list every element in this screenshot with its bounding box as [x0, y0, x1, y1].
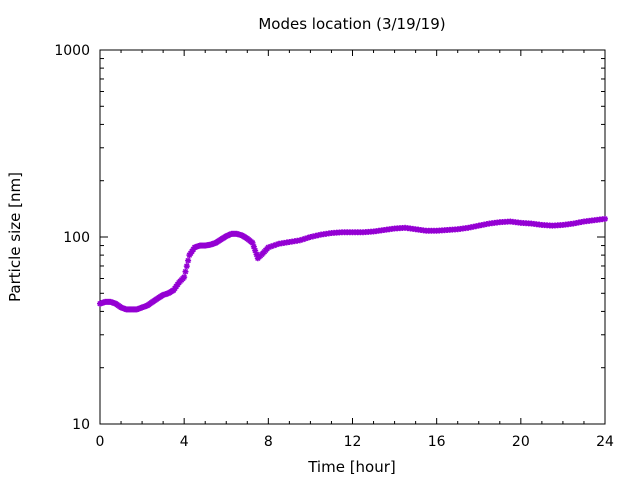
- y-tick-label: 10: [72, 417, 90, 433]
- x-axis: 0 4 8 12 16 20 24: [96, 50, 614, 450]
- x-tick-label: 12: [344, 434, 362, 450]
- data-point: [602, 215, 608, 222]
- y-axis-label: Particle size [nm]: [6, 172, 24, 302]
- data-point: [181, 274, 188, 281]
- x-tick-label: 16: [428, 434, 446, 450]
- x-tick-label: 8: [264, 434, 273, 450]
- y-tick-label: 100: [63, 230, 90, 246]
- x-tick-label: 20: [512, 434, 530, 450]
- data-point: [183, 263, 190, 270]
- plot-frame: [99, 49, 606, 425]
- x-tick-label: 0: [96, 434, 105, 450]
- chart-title: Modes location (3/19/19): [258, 15, 445, 33]
- data-point: [182, 268, 189, 275]
- x-tick-label: 24: [596, 434, 614, 450]
- data-point: [185, 257, 192, 264]
- x-tick-label: 4: [180, 434, 189, 450]
- y-axis: 10 100 1000: [54, 43, 605, 433]
- data-points: [97, 215, 608, 313]
- y-tick-label: 1000: [54, 43, 90, 59]
- x-axis-label: Time [hour]: [307, 458, 396, 476]
